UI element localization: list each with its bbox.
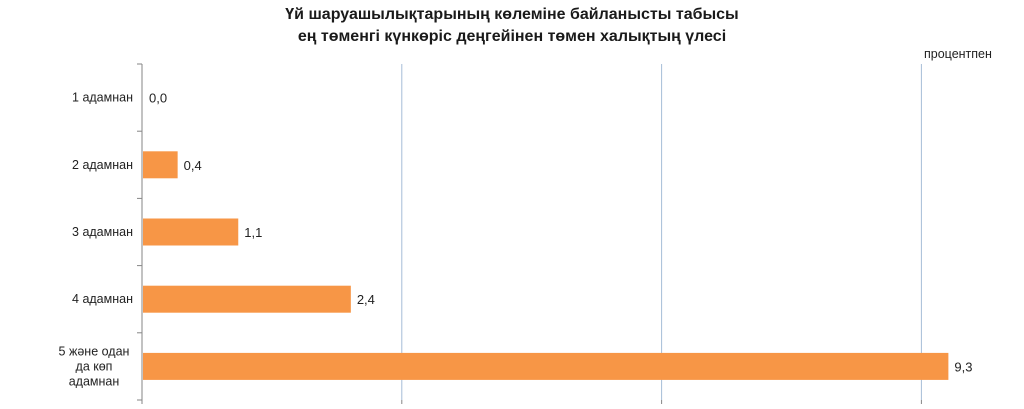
value-label: 0,4 — [184, 158, 202, 173]
category-label: 3 адамнан — [72, 225, 133, 239]
unit-label: процентпен — [924, 47, 992, 61]
value-label: 9,3 — [954, 359, 972, 374]
category-label: 4 адамнан — [72, 292, 133, 306]
value-label: 1,1 — [244, 225, 262, 240]
chart-title-line-1: Үй шаруашылықтарының көлеміне байланысты… — [285, 6, 739, 23]
bar — [143, 218, 239, 246]
bar — [143, 352, 949, 380]
category-label: 5 және одан да көп адамнан — [59, 344, 130, 388]
chart-title: Үй шаруашылықтарының көлеміне байланысты… — [0, 4, 1024, 48]
bar — [143, 151, 178, 179]
chart-title-line-2: ең төменгі күнкөріс деңгейінен төмен хал… — [297, 28, 727, 45]
value-label: 2,4 — [357, 292, 375, 307]
bar — [143, 285, 351, 313]
category-label: 2 адамнан — [72, 158, 133, 172]
value-label: 0,0 — [149, 91, 167, 106]
category-label: 1 адамнан — [72, 91, 133, 105]
